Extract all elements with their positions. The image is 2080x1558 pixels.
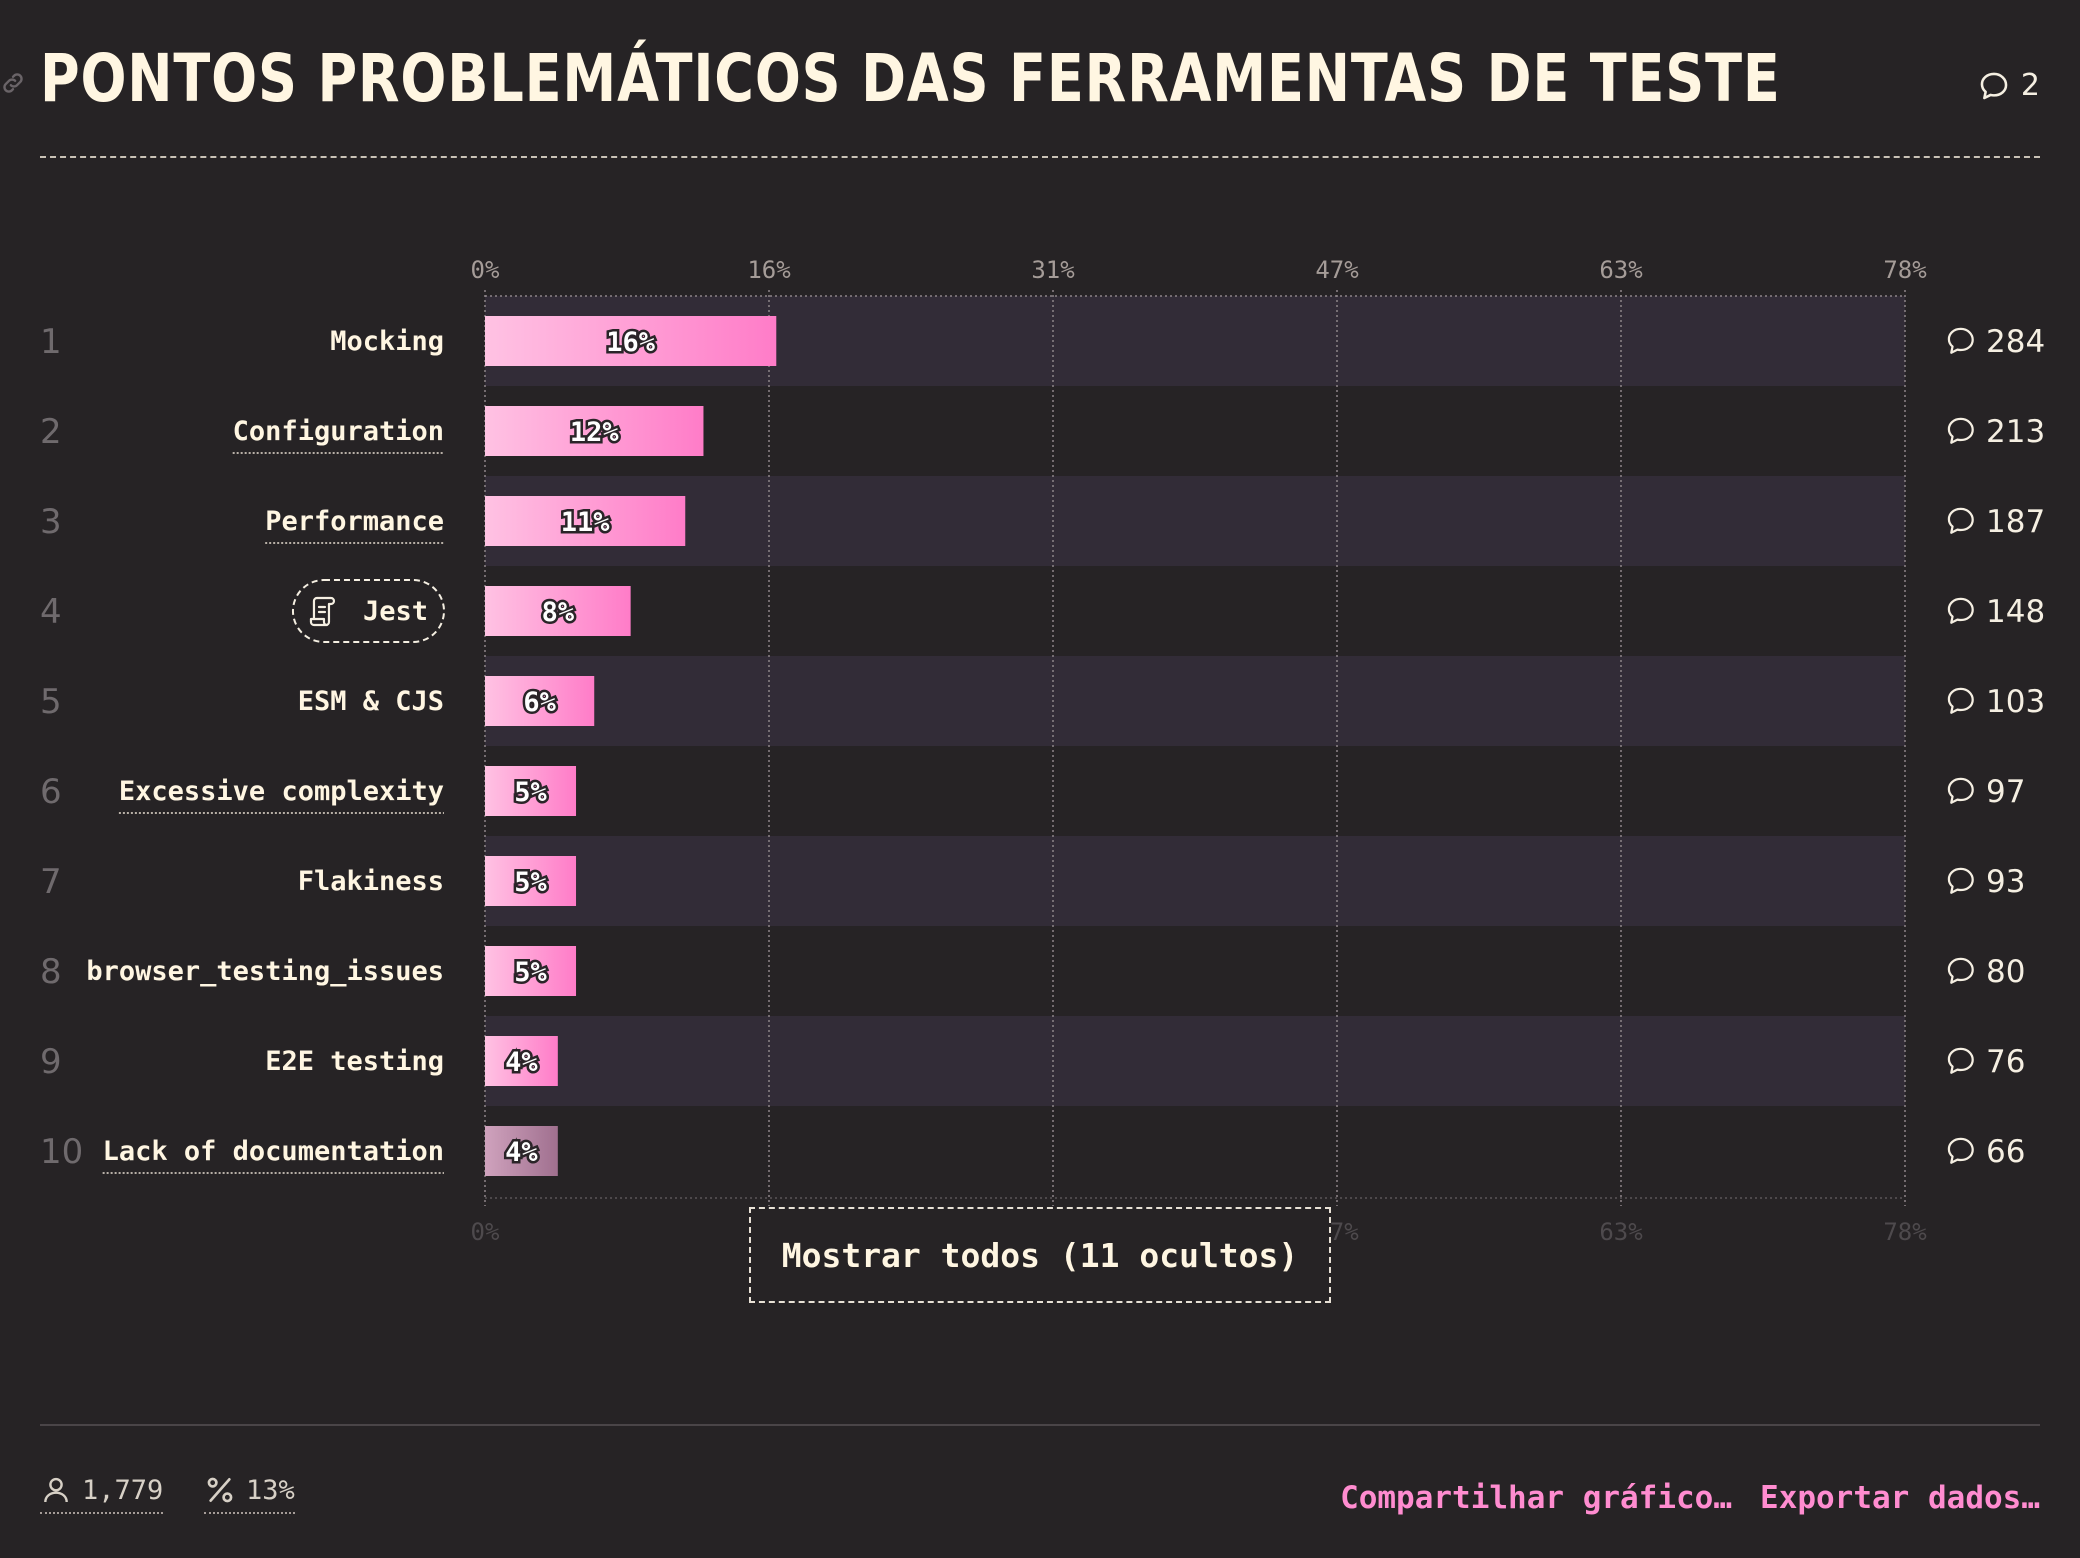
comment-count[interactable]: 148 bbox=[1986, 594, 2045, 630]
respondents-stat[interactable]: 1,779 bbox=[40, 1474, 164, 1514]
bar[interactable] bbox=[485, 1036, 558, 1086]
respondents-count: 1,779 bbox=[82, 1474, 164, 1506]
bar-value-label: 5% bbox=[514, 777, 547, 808]
scroll-icon bbox=[309, 596, 335, 627]
category-label[interactable]: Flakiness bbox=[298, 866, 444, 897]
category-label[interactable]: Performance bbox=[265, 506, 444, 537]
row-rank: 9 bbox=[40, 1042, 62, 1082]
bar[interactable] bbox=[485, 1126, 558, 1176]
bar[interactable] bbox=[485, 946, 577, 996]
x-tick-label-bottom: 63% bbox=[1599, 1218, 1643, 1246]
chart-header: PONTOS PROBLEMÁTICOS DAS FERRAMENTAS DE … bbox=[3, 38, 2040, 158]
bar-value-label: 5% bbox=[514, 867, 547, 898]
comment-icon bbox=[1947, 867, 1974, 894]
comment-count[interactable]: 103 bbox=[1986, 684, 2045, 720]
x-tick-label-top: 31% bbox=[1031, 256, 1075, 284]
x-tick-label-top: 16% bbox=[747, 256, 791, 284]
share-chart-link[interactable]: Compartilhar gráfico… bbox=[1340, 1480, 1732, 1516]
category-pill[interactable] bbox=[291, 579, 445, 643]
bar[interactable] bbox=[485, 856, 577, 906]
category-label[interactable]: Lack of documentation bbox=[103, 1136, 444, 1167]
category-label[interactable]: browser_testing_issues bbox=[86, 956, 444, 987]
header-comments-button[interactable]: 2 bbox=[1977, 68, 2040, 103]
comment-icon bbox=[1947, 417, 1974, 444]
bar[interactable] bbox=[485, 676, 595, 726]
comment-count[interactable]: 66 bbox=[1986, 1134, 2025, 1170]
row-band bbox=[485, 836, 1905, 926]
comment-count[interactable]: 80 bbox=[1986, 954, 2025, 990]
row-rank: 4 bbox=[40, 592, 62, 632]
bar-value-label: 16% bbox=[606, 327, 656, 358]
page-title: PONTOS PROBLEMÁTICOS DAS FERRAMENTAS DE … bbox=[40, 40, 1781, 117]
row-band bbox=[485, 1016, 1905, 1106]
row-rank: 5 bbox=[40, 682, 62, 722]
chart-footer: 1,779 13% Compartilhar gráfico… Exportar… bbox=[40, 1424, 2040, 1526]
comment-count[interactable]: 213 bbox=[1986, 414, 2045, 450]
comment-icon bbox=[1947, 597, 1974, 624]
row-rank: 8 bbox=[40, 952, 62, 992]
row-rank: 10 bbox=[40, 1132, 83, 1172]
comment-icon bbox=[1947, 327, 1974, 354]
row-rank: 1 bbox=[40, 322, 62, 362]
category-label[interactable]: Mocking bbox=[330, 326, 444, 357]
link-icon[interactable] bbox=[0, 70, 26, 96]
bar-value-label: 4% bbox=[505, 1047, 538, 1078]
row-rank: 2 bbox=[40, 412, 62, 452]
bar[interactable] bbox=[485, 766, 577, 816]
x-tick-label-top: 47% bbox=[1315, 256, 1359, 284]
comment-icon bbox=[1947, 1137, 1974, 1164]
bar-value-label: 8% bbox=[542, 597, 575, 628]
bar-value-label: 11% bbox=[561, 507, 611, 538]
bar[interactable] bbox=[485, 316, 777, 366]
percent-stat[interactable]: 13% bbox=[204, 1474, 295, 1514]
bar[interactable] bbox=[485, 496, 686, 546]
category-label[interactable]: E2E testing bbox=[265, 1046, 444, 1077]
row-rank: 3 bbox=[40, 502, 62, 542]
row-band bbox=[485, 476, 1905, 566]
comment-count[interactable]: 187 bbox=[1986, 504, 2045, 540]
category-label[interactable]: Excessive complexity bbox=[119, 776, 444, 807]
bar[interactable] bbox=[485, 586, 631, 636]
header-comment-count: 2 bbox=[2020, 68, 2040, 103]
bar-value-label: 6% bbox=[523, 687, 556, 718]
x-tick-label-bottom: 78% bbox=[1883, 1218, 1927, 1246]
show-all-button[interactable]: Mostrar todos (11 ocultos) bbox=[749, 1207, 1331, 1303]
percent-icon bbox=[207, 1477, 233, 1503]
comment-count[interactable]: 93 bbox=[1986, 864, 2025, 900]
comment-count[interactable]: 284 bbox=[1986, 324, 2045, 360]
comment-icon bbox=[1947, 1047, 1974, 1074]
category-label[interactable]: ESM & CJS bbox=[298, 686, 444, 717]
bar-value-label: 5% bbox=[514, 957, 547, 988]
row-rank: 7 bbox=[40, 862, 62, 902]
category-label[interactable]: Jest bbox=[363, 596, 428, 627]
comment-icon bbox=[1947, 957, 1974, 984]
row-rank: 6 bbox=[40, 772, 62, 812]
comment-icon bbox=[1947, 687, 1974, 714]
comment-icon bbox=[1947, 507, 1974, 534]
comment-icon bbox=[1947, 777, 1974, 804]
user-icon bbox=[44, 1477, 68, 1503]
category-label[interactable]: Configuration bbox=[233, 416, 444, 447]
x-tick-label-top: 0% bbox=[471, 256, 500, 284]
x-tick-label-bottom: 0% bbox=[471, 1218, 500, 1246]
comment-count[interactable]: 97 bbox=[1986, 774, 2025, 810]
bar[interactable] bbox=[485, 406, 704, 456]
bar-value-label: 12% bbox=[570, 417, 620, 448]
x-tick-label-top: 78% bbox=[1883, 256, 1927, 284]
comment-count[interactable]: 76 bbox=[1986, 1044, 2025, 1080]
export-data-link[interactable]: Exportar dados… bbox=[1760, 1480, 2040, 1516]
bar-value-label: 4% bbox=[505, 1137, 538, 1168]
x-tick-label-top: 63% bbox=[1599, 256, 1643, 284]
row-band bbox=[485, 656, 1905, 746]
comment-icon bbox=[1980, 72, 2008, 99]
percent-value: 13% bbox=[246, 1474, 295, 1506]
